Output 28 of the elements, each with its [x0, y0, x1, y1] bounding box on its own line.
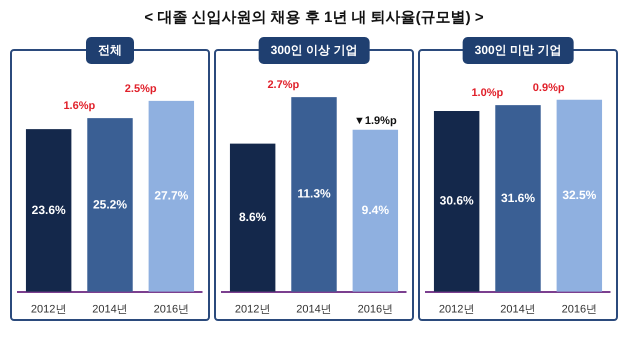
- data-label: 11.3%: [297, 186, 332, 201]
- x-tick-label: 2014년: [500, 303, 536, 316]
- data-label: 9.4%: [362, 203, 390, 218]
- text: 2.7%p: [267, 79, 300, 92]
- annotation: 1.6%p: [63, 100, 96, 112]
- chart-title: 300인 이상 기업: [258, 37, 370, 64]
- x-tick-label: 2012년: [438, 303, 474, 316]
- text: 0.9%p: [532, 82, 565, 94]
- x-tick-label: 2014년: [92, 303, 128, 316]
- x-tick-label: 2014년: [296, 303, 332, 316]
- data-label: 25.2%: [92, 197, 128, 212]
- text: < 대졸 신입사원의 채용 후 1년 내 퇴사율(규모별) >: [143, 8, 485, 27]
- data-label: 32.5%: [562, 188, 597, 202]
- text: 2.5%p: [124, 82, 157, 95]
- text: 1.0%p: [471, 87, 504, 100]
- data-label: 30.6%: [440, 194, 474, 208]
- data-label: 23.6%: [32, 202, 66, 217]
- chart-title: 전체: [86, 37, 134, 64]
- x-tick-label: 2012년: [234, 303, 270, 316]
- data-label: 8.6%: [238, 210, 267, 224]
- annotation: ▼1.9%p: [354, 114, 397, 127]
- chart-title: 300인 미만 기업: [462, 37, 574, 64]
- x-tick-label: 2012년: [30, 303, 66, 316]
- x-tick-label: 2016년: [358, 303, 394, 316]
- data-label: 31.6%: [500, 190, 536, 205]
- x-tick-label: 2016년: [154, 303, 190, 316]
- data-label: 27.7%: [154, 188, 189, 203]
- x-tick-label: 2016년: [562, 303, 598, 316]
